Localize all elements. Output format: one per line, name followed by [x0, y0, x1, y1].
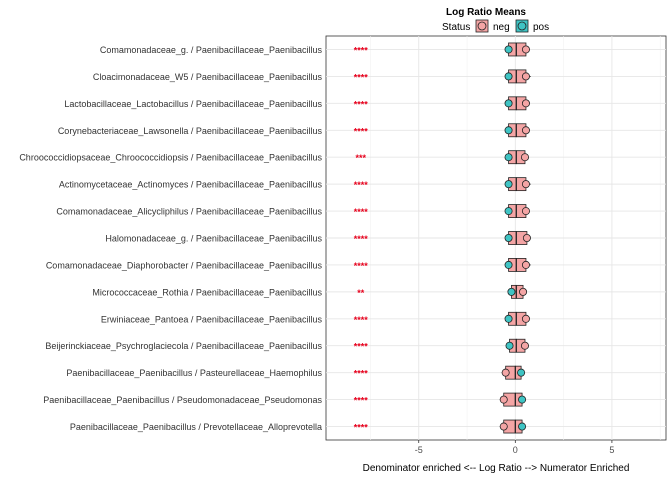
x-axis: -5 0 5 — [415, 440, 614, 455]
mean-marker-neg — [521, 99, 530, 108]
row: Actinomycetaceae_Actinomyces / Paenibaci… — [59, 177, 531, 192]
legend-pos-marker — [517, 21, 527, 31]
chart-rows: Comamonadaceae_g. / Paenibacillaceae_Pae… — [19, 42, 531, 434]
row: Comamonadaceae_Alicycliphilus / Paenibac… — [56, 204, 530, 218]
mean-marker-pos — [504, 260, 513, 269]
x-tick-label: 0 — [513, 445, 518, 455]
significance-label: **** — [354, 126, 369, 136]
mean-marker-neg — [522, 233, 531, 242]
mean-marker-neg — [499, 422, 508, 431]
mean-marker-neg — [499, 395, 508, 404]
mean-marker-neg — [519, 287, 528, 296]
mean-marker-pos — [504, 99, 513, 108]
row: Comamonadaceae_g. / Paenibacillaceae_Pae… — [100, 42, 530, 57]
mean-marker-neg — [501, 368, 510, 377]
significance-label: **** — [354, 261, 369, 271]
row-label: Comamonadaceae_g. / Paenibacillaceae_Pae… — [100, 45, 323, 55]
mean-marker-neg — [520, 153, 529, 162]
row-label: Paenibacillaceae_Paenibacillus / Prevote… — [70, 422, 322, 432]
row: Paenibacillaceae_Paenibacillus / Prevote… — [70, 419, 527, 434]
row-label: Corynebacteriaceae_Lawsonella / Paenibac… — [58, 126, 323, 136]
significance-label: **** — [354, 72, 369, 82]
mean-marker-neg — [520, 341, 529, 350]
row-label: Paenibacillaceae_Paenibacillus / Pseudom… — [43, 395, 322, 405]
significance-label: **** — [354, 180, 369, 190]
significance-label: **** — [354, 207, 369, 217]
x-axis-label: Denominator enriched <-- Log Ratio --> N… — [363, 463, 630, 474]
row-label: Paenibacillaceae_Paenibacillus / Pasteur… — [66, 368, 322, 378]
legend-group-label: Status — [442, 22, 470, 33]
mean-marker-pos — [504, 153, 513, 162]
row-label: Comamonadaceae_Alicycliphilus / Paenibac… — [56, 207, 322, 217]
significance-label: **** — [354, 99, 369, 109]
mean-marker-neg — [521, 207, 530, 216]
mean-marker-pos — [504, 233, 513, 242]
mean-marker-pos — [507, 287, 516, 296]
significance-label: *** — [356, 153, 367, 163]
mean-marker-pos — [504, 207, 513, 216]
significance-label: **** — [354, 423, 369, 433]
legend-key-pos: pos — [515, 19, 549, 33]
x-tick-label: 5 — [609, 445, 614, 455]
row-label: Halomonadaceae_g. / Paenibacillaceae_Pae… — [105, 234, 322, 244]
mean-marker-neg — [521, 126, 530, 135]
significance-label: ** — [357, 288, 365, 298]
row-label: Comamonadaceae_Diaphorobacter / Paenibac… — [46, 260, 323, 270]
legend: Log Ratio Means Status neg pos — [442, 7, 549, 33]
row-label: Chroococcidiopsaceae_Chroococcidiopsis /… — [19, 153, 322, 163]
mean-marker-neg — [521, 314, 530, 323]
row: Chroococcidiopsaceae_Chroococcidiopsis /… — [19, 150, 529, 165]
mean-marker-neg — [521, 180, 530, 189]
significance-label: **** — [354, 45, 369, 55]
legend-pos-label: pos — [533, 22, 549, 33]
significance-label: **** — [354, 369, 369, 379]
mean-marker-pos — [518, 422, 527, 431]
row-label: Actinomycetaceae_Actinomyces / Paenibaci… — [59, 180, 323, 190]
row: Beijerinckiaceae_Psychroglaciecola / Pae… — [45, 338, 529, 353]
legend-title: Log Ratio Means — [446, 7, 526, 18]
mean-marker-pos — [505, 341, 514, 350]
significance-label: **** — [354, 396, 369, 406]
row: Paenibacillaceae_Paenibacillus / Pseudom… — [43, 392, 527, 407]
row-label: Lactobacillaceae_Lactobacillus / Paeniba… — [64, 99, 322, 109]
legend-neg-label: neg — [493, 22, 510, 33]
mean-marker-pos — [504, 180, 513, 189]
mean-marker-neg — [521, 260, 530, 269]
row: Paenibacillaceae_Paenibacillus / Pasteur… — [66, 365, 526, 380]
row-label: Erwiniaceae_Pantoea / Paenibacillaceae_P… — [101, 314, 323, 324]
mean-marker-pos — [504, 45, 513, 54]
row: Erwiniaceae_Pantoea / Paenibacillaceae_P… — [101, 311, 530, 326]
row: Micrococcaceae_Rothia / Paenibacillaceae… — [92, 284, 528, 299]
legend-neg-marker — [477, 21, 487, 31]
x-tick-label: -5 — [415, 445, 423, 455]
significance-label: **** — [354, 315, 369, 325]
mean-marker-pos — [504, 314, 513, 323]
row: Lactobacillaceae_Lactobacillus / Paeniba… — [64, 96, 530, 111]
row-label: Cloacimonadaceae_W5 / Paenibacillaceae_P… — [93, 72, 323, 82]
significance-label: **** — [354, 234, 369, 244]
mean-marker-neg — [521, 45, 530, 54]
legend-key-neg: neg — [475, 19, 510, 33]
significance-label: **** — [354, 342, 369, 352]
row-label: Micrococcaceae_Rothia / Paenibacillaceae… — [92, 287, 322, 297]
row: Cloacimonadaceae_W5 / Paenibacillaceae_P… — [93, 69, 531, 84]
mean-marker-neg — [521, 72, 530, 81]
row-label: Beijerinckiaceae_Psychroglaciecola / Pae… — [45, 341, 322, 351]
mean-marker-pos — [518, 395, 527, 404]
row: Corynebacteriaceae_Lawsonella / Paenibac… — [58, 123, 530, 138]
row: Halomonadaceae_g. / Paenibacillaceae_Pae… — [105, 231, 531, 245]
mean-marker-pos — [504, 72, 513, 81]
row: Comamonadaceae_Diaphorobacter / Paenibac… — [46, 258, 531, 272]
mean-marker-pos — [517, 368, 526, 377]
mean-marker-pos — [504, 126, 513, 135]
